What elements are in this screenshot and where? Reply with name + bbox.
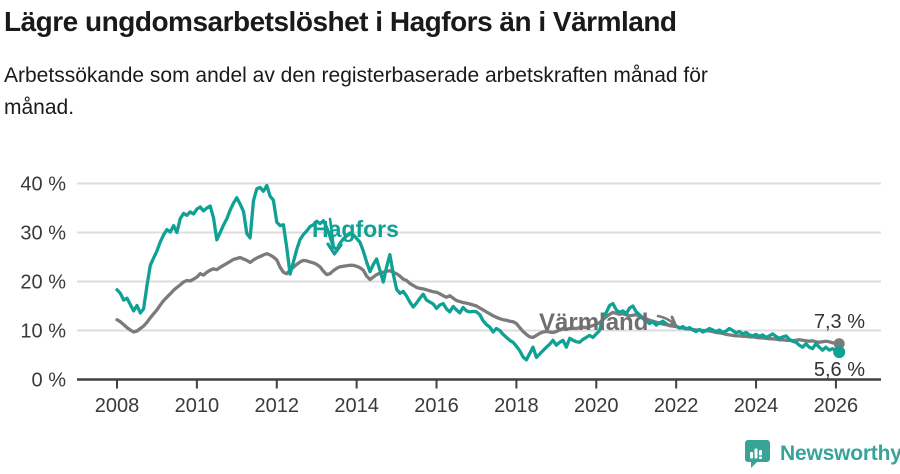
newsworthy-logo: Newsworthy: [744, 439, 900, 469]
x-tick-label: 2020: [574, 395, 619, 417]
newsworthy-icon: [745, 440, 770, 468]
varmland-arrow-head: [665, 315, 678, 328]
y-tick-label: 0 %: [32, 370, 67, 392]
hagfors-arrow-head: [326, 242, 343, 256]
x-tick-label: 2010: [175, 395, 220, 417]
end-dot-värmland: [833, 338, 845, 350]
newsworthy-wordmark: Newsworthy: [780, 442, 900, 465]
y-tick-label: 30 %: [20, 223, 66, 245]
end-value-hagfors: 5,6 %: [813, 359, 865, 381]
x-tick-label: 2012: [255, 395, 300, 417]
gridlines: 40 % 30 % 20 % 10 % 0 %: [20, 174, 881, 392]
y-tick-label: 10 %: [20, 321, 66, 343]
end-value-varmland: 7,3 %: [813, 311, 865, 333]
series-line-hagfors: [115, 183, 841, 362]
end-dot-hagfors: [833, 346, 846, 359]
x-tick-label: 2022: [654, 395, 699, 417]
x-axis: 2008 2010 2012 2014 2016 2018 2020 2022 2024 2026: [95, 380, 859, 417]
subtitle-line-1: Arbetssökande som andel av den registerb…: [4, 64, 708, 87]
series-lines: [115, 183, 846, 362]
x-tick-label: 2026: [814, 395, 859, 417]
chart-subtitle: Arbetssökande som andel av den registerb…: [4, 60, 708, 124]
y-tick-label: 40 %: [20, 174, 66, 196]
x-tick-label: 2016: [414, 395, 459, 417]
x-tick-label: 2018: [494, 395, 539, 417]
x-tick-label: 2014: [334, 395, 379, 417]
x-tick-label: 2008: [95, 395, 140, 417]
subtitle-line-2: månad.: [4, 96, 75, 119]
x-tick-label: 2024: [734, 395, 779, 417]
hagfors-arrow-stem: [328, 217, 335, 247]
series-line-värmland: [115, 251, 841, 346]
y-tick-label: 20 %: [20, 272, 66, 294]
annotation-arrows: [326, 217, 678, 328]
page-title: Lägre ungdomsarbetslöshet i Hagfors än i…: [4, 6, 677, 37]
